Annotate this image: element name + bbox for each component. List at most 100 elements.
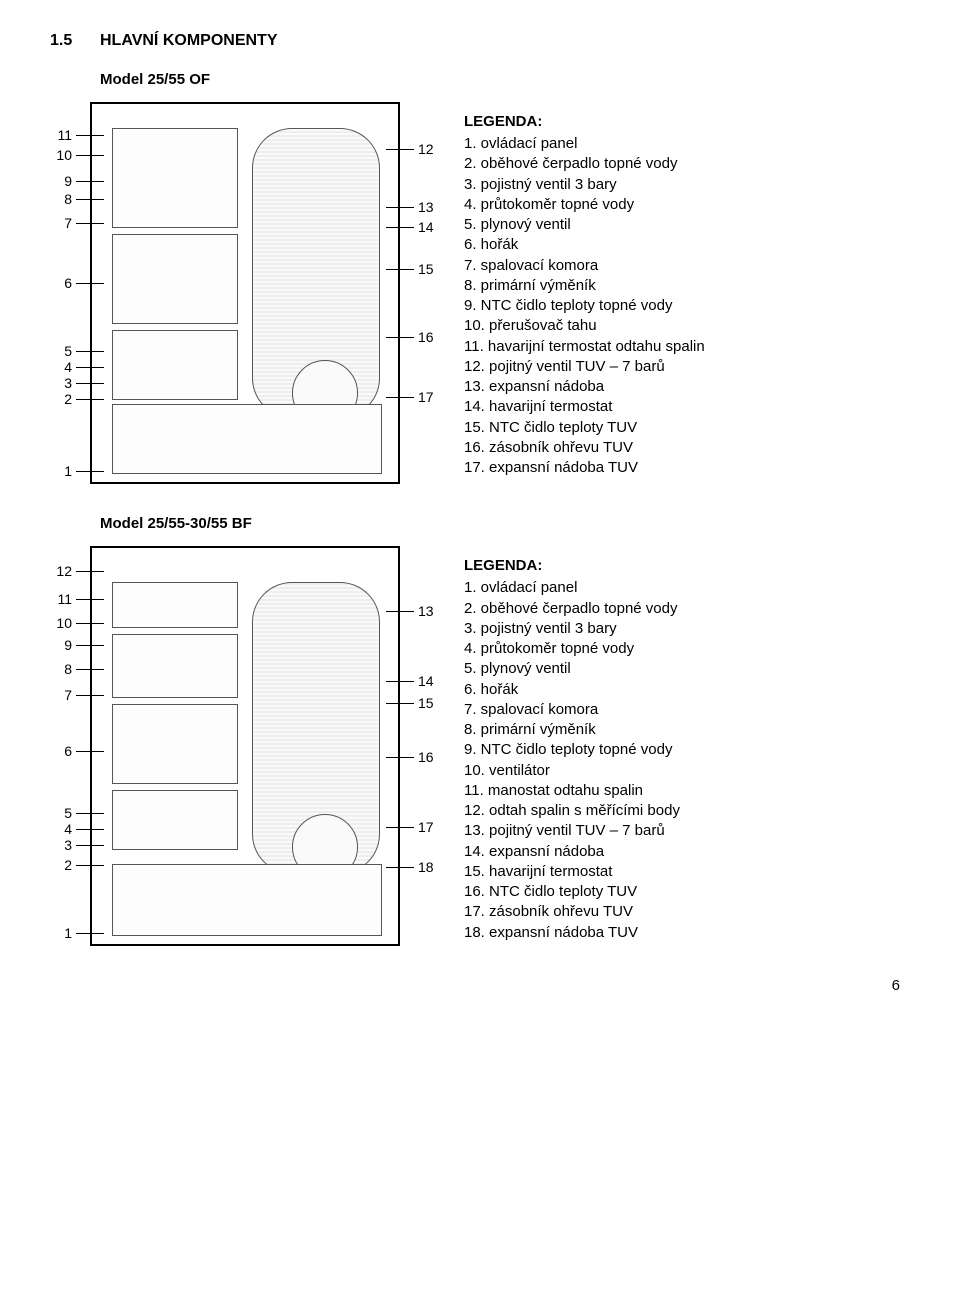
- legend-title: LEGENDA:: [464, 556, 910, 576]
- callout-number: 18: [418, 858, 440, 877]
- legend-item: 9. NTC čidlo teploty topné vody: [464, 740, 910, 760]
- legend-item: 8. primární výměník: [464, 720, 910, 740]
- callout-right: 16: [386, 748, 440, 767]
- callout-number: 1: [50, 924, 72, 943]
- diagram-shape: [112, 234, 238, 324]
- legend-item: 13. pojitný ventil TUV – 7 barů: [464, 821, 910, 841]
- callout-line: [76, 829, 104, 830]
- callout-number: 2: [50, 390, 72, 409]
- legend: LEGENDA:1. ovládací panel2. oběhové čerp…: [464, 102, 910, 484]
- callout-number: 15: [418, 694, 440, 713]
- legend-item: 5. plynový ventil: [464, 215, 910, 235]
- legend-item: 3. pojistný ventil 3 bary: [464, 175, 910, 195]
- legend-item: 10. ventilátor: [464, 761, 910, 781]
- callout-number: 14: [418, 218, 440, 237]
- callout-left: 6: [50, 274, 104, 293]
- legend: LEGENDA:1. ovládací panel2. oběhové čerp…: [464, 546, 910, 946]
- legend-item: 11. manostat odtahu spalin: [464, 781, 910, 801]
- callout-right: 13: [386, 198, 440, 217]
- model-title: Model 25/55 OF: [100, 70, 910, 90]
- callout-line: [386, 611, 414, 612]
- callout-line: [386, 827, 414, 828]
- legend-item: 1. ovládací panel: [464, 134, 910, 154]
- callout-line: [76, 845, 104, 846]
- callout-number: 7: [50, 686, 72, 705]
- legend-item: 15. NTC čidlo teploty TUV: [464, 418, 910, 438]
- callout-left: 10: [50, 614, 104, 633]
- legend-item: 16. NTC čidlo teploty TUV: [464, 882, 910, 902]
- callout-left: 8: [50, 660, 104, 679]
- callout-number: 8: [50, 660, 72, 679]
- callout-line: [76, 669, 104, 670]
- callout-left: 6: [50, 742, 104, 761]
- legend-item: 2. oběhové čerpadlo topné vody: [464, 154, 910, 174]
- callout-left: 3: [50, 836, 104, 855]
- callout-right: 13: [386, 602, 440, 621]
- callout-line: [76, 199, 104, 200]
- callout-number: 3: [50, 836, 72, 855]
- diagram-wrap: 1110987654321121314151617: [50, 102, 440, 484]
- legend-list: 1. ovládací panel2. oběhové čerpadlo top…: [464, 578, 910, 943]
- callout-number: 7: [50, 214, 72, 233]
- callout-right: 12: [386, 140, 440, 159]
- callout-left: 7: [50, 686, 104, 705]
- legend-item: 14. havarijní termostat: [464, 397, 910, 417]
- legend-item: 6. hořák: [464, 235, 910, 255]
- callout-left: 9: [50, 636, 104, 655]
- diagram-wrap: 121110987654321131415161718: [50, 546, 440, 946]
- callout-right: 14: [386, 218, 440, 237]
- callout-line: [76, 283, 104, 284]
- callout-number: 12: [50, 562, 72, 581]
- section-number: 1.5: [50, 30, 100, 52]
- diagram-shape: [112, 128, 238, 228]
- legend-item: 3. pojistný ventil 3 bary: [464, 619, 910, 639]
- section-title: HLAVNÍ KOMPONENTY: [100, 30, 277, 52]
- callout-right: 16: [386, 328, 440, 347]
- callout-right: 15: [386, 260, 440, 279]
- callout-line: [76, 223, 104, 224]
- diagram-shape: [112, 404, 382, 474]
- callout-line: [76, 181, 104, 182]
- legend-item: 2. oběhové čerpadlo topné vody: [464, 599, 910, 619]
- callout-line: [386, 867, 414, 868]
- legend-item: 15. havarijní termostat: [464, 862, 910, 882]
- callout-number: 10: [50, 146, 72, 165]
- callout-number: 11: [50, 126, 72, 145]
- legend-item: 17. expansní nádoba TUV: [464, 458, 910, 478]
- diagram-shape: [112, 790, 238, 850]
- callout-line: [76, 367, 104, 368]
- callout-number: 9: [50, 172, 72, 191]
- legend-item: 17. zásobník ohřevu TUV: [464, 902, 910, 922]
- callout-line: [76, 933, 104, 934]
- callout-line: [76, 623, 104, 624]
- diagram-shape: [112, 330, 238, 400]
- callout-left: 12: [50, 562, 104, 581]
- diagram-shape: [112, 704, 238, 784]
- callout-number: 16: [418, 328, 440, 347]
- legend-item: 1. ovládací panel: [464, 578, 910, 598]
- legend-item: 7. spalovací komora: [464, 256, 910, 276]
- callout-number: 6: [50, 274, 72, 293]
- callout-line: [386, 757, 414, 758]
- callout-number: 12: [418, 140, 440, 159]
- legend-item: 11. havarijní termostat odtahu spalin: [464, 337, 910, 357]
- callout-left: 2: [50, 856, 104, 875]
- callout-left: 2: [50, 390, 104, 409]
- callout-number: 17: [418, 818, 440, 837]
- legend-item: 5. plynový ventil: [464, 659, 910, 679]
- callout-line: [76, 571, 104, 572]
- legend-item: 12. odtah spalin s měřícími body: [464, 801, 910, 821]
- callout-line: [386, 397, 414, 398]
- callout-right: 17: [386, 388, 440, 407]
- callout-line: [76, 751, 104, 752]
- callout-line: [386, 227, 414, 228]
- callout-line: [76, 135, 104, 136]
- callout-line: [386, 703, 414, 704]
- legend-title: LEGENDA:: [464, 112, 910, 132]
- callout-line: [386, 207, 414, 208]
- legend-item: 4. průtokoměr topné vody: [464, 195, 910, 215]
- callout-line: [76, 599, 104, 600]
- callout-number: 16: [418, 748, 440, 767]
- diagram-shape: [112, 582, 238, 628]
- callout-left: 11: [50, 590, 104, 609]
